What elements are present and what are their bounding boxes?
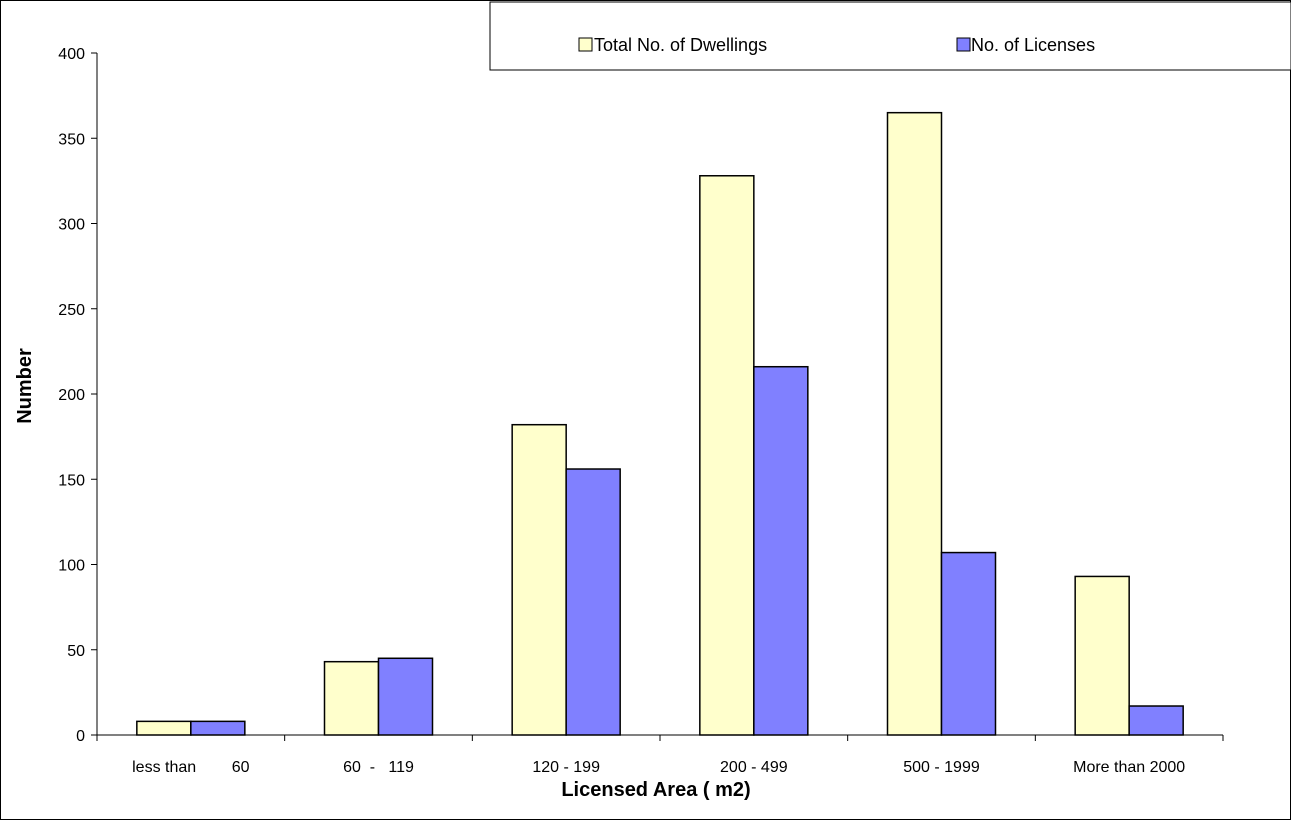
x-axis: less than 60 60 - 119 120 - 199 200 - 499 50… (96, 734, 1224, 776)
y-tick-label: 150 (58, 472, 85, 489)
y-tick-label: 400 (58, 46, 85, 63)
bar-licenses (190, 720, 246, 736)
bar-dwellings (323, 660, 380, 736)
y-tick-label: 250 (58, 302, 85, 319)
bar-licenses (753, 365, 809, 736)
y-tick-label: 0 (76, 728, 85, 745)
y-tick-label: 50 (67, 643, 85, 660)
bar-licenses (940, 551, 997, 736)
bar-dwellings (136, 720, 192, 736)
legend-label-licenses: No. of Licenses (971, 35, 1095, 55)
y-axis-title: Number (14, 348, 36, 424)
bar-dwellings (886, 111, 943, 736)
bar-licenses (565, 468, 621, 736)
legend-swatch-licenses (956, 37, 971, 52)
x-tick-label: less than 60 (132, 759, 250, 776)
legend-swatch-dwellings (578, 37, 593, 52)
bar-licenses (377, 657, 434, 736)
x-tick-label: More than 2000 (1073, 759, 1185, 776)
y-tick-label: 100 (58, 558, 85, 575)
legend-box (489, 1, 1291, 71)
legend: Total No. of Dwellings No. of Licenses (489, 1, 1291, 71)
bar-dwellings (699, 175, 755, 736)
y-tick-label: 300 (58, 217, 85, 234)
x-tick-label: 500 - 1999 (903, 759, 980, 776)
x-tick-label: 200 - 499 (720, 759, 788, 776)
x-tick-label: 120 - 199 (532, 759, 600, 776)
bar-dwellings (1074, 575, 1130, 736)
legend-label-dwellings: Total No. of Dwellings (594, 35, 767, 55)
y-axis: 0 50 100 150 200 250 300 350 400 (58, 46, 98, 745)
bars (136, 111, 1184, 736)
y-tick-label: 200 (58, 387, 85, 404)
x-tick-label: 60 - 119 (343, 759, 414, 776)
bar-dwellings (511, 423, 567, 736)
x-axis-title: Licensed Area ( m2) (561, 779, 750, 801)
bar-licenses (1128, 705, 1184, 736)
y-tick-label: 350 (58, 131, 85, 148)
